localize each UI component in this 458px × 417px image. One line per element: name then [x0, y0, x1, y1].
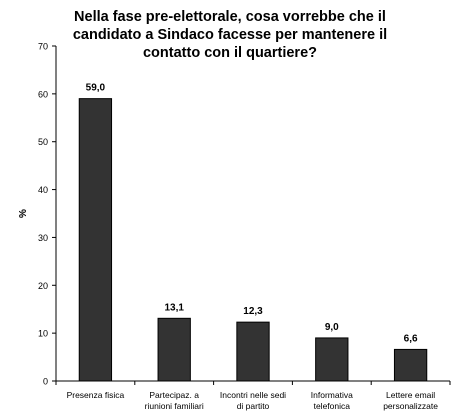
x-tick-label: Partecipaz. a: [149, 390, 199, 400]
bar: [315, 337, 349, 382]
y-tick-label: 10: [38, 329, 48, 339]
data-label: 9,0: [325, 322, 339, 333]
bar: [236, 321, 270, 382]
y-axis-label: %: [18, 209, 29, 218]
x-tick-label: personalizzate: [383, 401, 438, 411]
y-tick-label: 0: [43, 377, 48, 387]
x-tick-label: Incontri nelle sedi: [220, 390, 286, 400]
y-tick-label: 70: [38, 42, 48, 52]
x-tick-label: Presenza fisica: [67, 390, 125, 400]
bar: [78, 98, 113, 382]
data-label: 12,3: [243, 306, 263, 317]
x-tick-label: telefonica: [314, 401, 351, 411]
x-tick-label: Informativa: [311, 390, 353, 400]
x-tick-label: riunioni familiari: [145, 401, 204, 411]
x-tick-label: di partito: [237, 401, 270, 411]
chart-title: Nella fase pre-elettorale, cosa vorrebbe…: [72, 9, 388, 61]
x-tick-label: Lettere email: [386, 390, 435, 400]
data-label: 13,1: [164, 302, 184, 313]
y-tick-label: 30: [38, 233, 48, 243]
y-tick-label: 60: [38, 89, 48, 99]
bar: [157, 317, 191, 382]
y-tick-label: 40: [38, 185, 48, 195]
bar: [393, 348, 428, 382]
y-tick-label: 20: [38, 281, 48, 291]
y-tick-label: 50: [38, 137, 48, 147]
data-label: 6,6: [404, 333, 418, 344]
data-label: 59,0: [86, 83, 106, 94]
